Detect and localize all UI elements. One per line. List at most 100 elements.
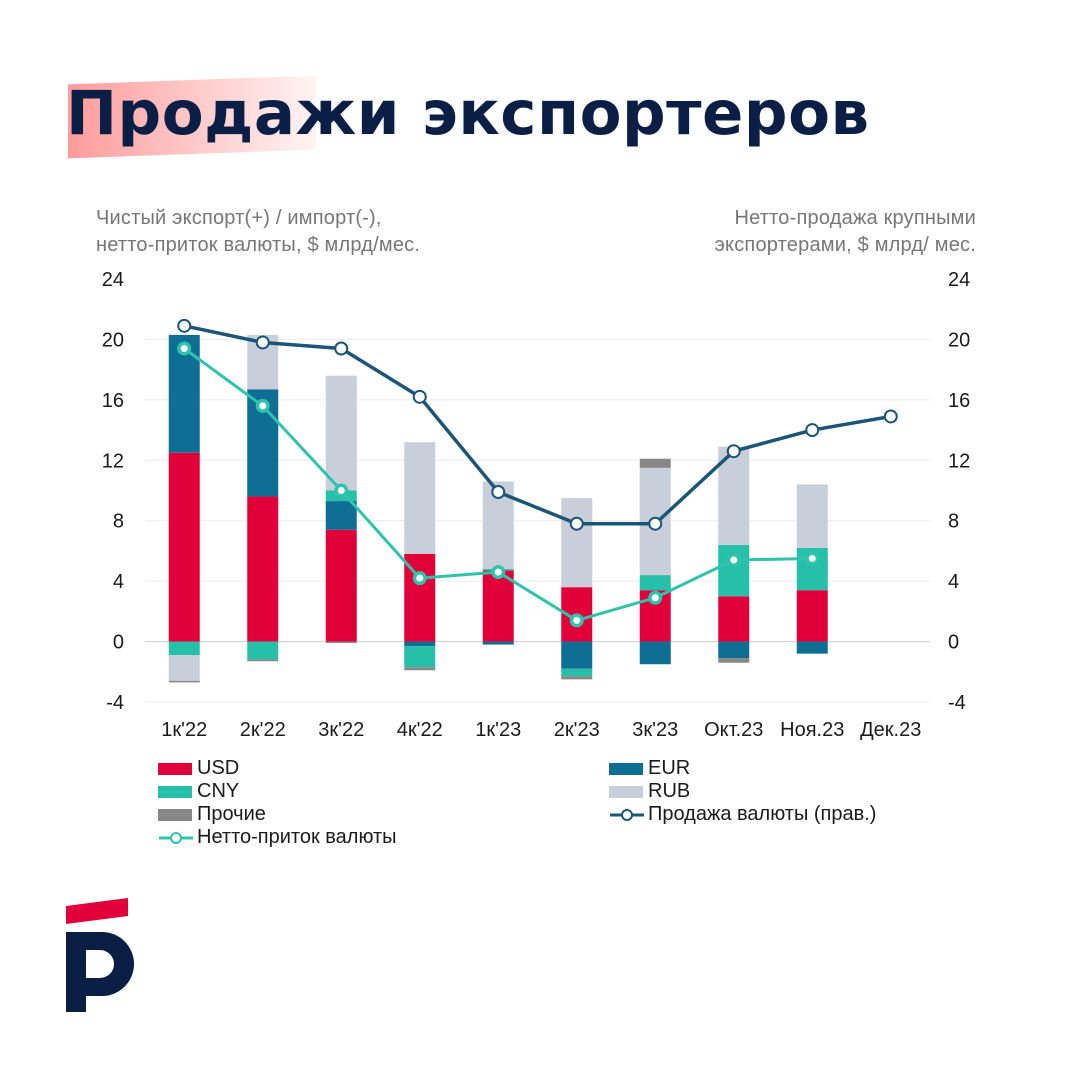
legend-item: Прочие	[158, 803, 397, 826]
point-net-inflow-center	[808, 554, 816, 562]
logo-red-bar	[66, 898, 128, 924]
legend-label: RUB	[648, 780, 691, 802]
legend-column-left: USD CNY Прочие Нетто-приток валюты	[158, 757, 397, 849]
bar-eur	[718, 641, 750, 659]
x-tick-label: Ноя.23	[780, 719, 844, 741]
bar-usd	[796, 590, 828, 642]
bar-cny	[404, 646, 436, 668]
x-tick-label: 3к'23	[632, 719, 678, 741]
point-net-inflow-center	[651, 594, 659, 602]
y2-tick-label: 4	[948, 571, 959, 593]
x-tick-label: 1к'23	[475, 719, 521, 741]
legend-label: Нетто-приток валюты	[197, 826, 397, 848]
bar-eur	[639, 641, 671, 665]
legend-label: USD	[197, 757, 240, 779]
left-axis-note: Чистый экспорт(+) / импорт(-), нетто-при…	[96, 205, 420, 259]
page-title: Продажи экспортеров	[66, 78, 870, 149]
bar-cny	[168, 641, 200, 656]
y2-tick-label: 0	[948, 632, 959, 654]
right-axis-note-line: экспортерами, $ млрд/ мес.	[714, 234, 976, 256]
legend-item: EUR	[609, 757, 876, 780]
bar-eur	[325, 501, 357, 530]
bar-usd	[325, 529, 357, 642]
title-block: Продажи экспортеров	[66, 72, 966, 162]
point-currency-sales	[726, 444, 741, 459]
y-tick-label: 20	[102, 329, 124, 351]
left-axis-note-line: нетто-приток валюты, $ млрд/мес.	[96, 234, 421, 256]
point-currency-sales	[177, 318, 192, 333]
bar-usd	[168, 452, 200, 642]
legend-label: Прочие	[197, 803, 266, 825]
bar-прочие	[247, 659, 279, 662]
y-tick-label: 24	[102, 269, 124, 291]
y-tick-label: 12	[102, 450, 124, 472]
legend-item: Нетто-приток валюты	[158, 826, 397, 849]
point-net-inflow-center	[730, 556, 738, 564]
point-currency-sales	[648, 516, 663, 531]
bar-usd	[247, 496, 279, 642]
y2-tick-label: 20	[948, 329, 970, 351]
y2-tick-label: 24	[948, 269, 970, 291]
legend-item: CNY	[158, 780, 397, 803]
bar-прочие	[718, 658, 750, 663]
x-tick-label: Окт.23	[704, 719, 763, 741]
line-currency-sales	[183, 324, 892, 526]
currency-chart: 24 20 16 12 8 4 0 -4 24 20 16 12 8 4 0 -4 1к'22 2к'22 3к'2…	[102, 269, 971, 741]
bar-cny	[718, 544, 750, 597]
legend-column-right: EUR RUB Продажа валюты (прав.)	[609, 757, 876, 826]
y-tick-label: -4	[106, 692, 124, 714]
point-currency-sales	[883, 409, 898, 424]
bar-cny	[247, 641, 279, 660]
bar-cny	[639, 575, 671, 591]
bar-прочие	[325, 641, 357, 644]
bar-eur	[404, 641, 436, 647]
point-net-inflow-center	[259, 402, 267, 410]
point-net-inflow-center	[416, 574, 424, 582]
legend-label: EUR	[648, 757, 691, 779]
bar-прочие	[639, 458, 671, 468]
bar-rub	[404, 442, 436, 554]
y2-tick-label: 12	[948, 450, 970, 472]
bar-прочие	[168, 680, 200, 683]
x-tick-label: 1к'22	[161, 719, 207, 741]
legend-line-marker	[610, 808, 644, 821]
y2-tick-label: -4	[948, 692, 966, 714]
bar-прочие	[404, 667, 436, 671]
legend-item: RUB	[609, 780, 876, 803]
bar-eur	[561, 641, 593, 669]
right-axis-note: Нетто-продажа крупными экспортерами, $ м…	[715, 205, 976, 259]
bar-rub	[561, 498, 593, 588]
legend-swatch	[158, 762, 192, 775]
legend-swatch	[158, 808, 192, 821]
left-axis-note-line: Чистый экспорт(+) / импорт(-),	[96, 207, 382, 229]
bar-usd	[718, 596, 750, 642]
y2-tick-label: 16	[948, 390, 970, 412]
point-net-inflow-center	[337, 487, 345, 494]
point-currency-sales	[412, 389, 427, 404]
point-net-inflow-center	[573, 616, 581, 624]
y-tick-label: 0	[113, 632, 124, 654]
y2-tick-label: 8	[948, 511, 959, 533]
x-tick-label: 2к'22	[240, 719, 286, 741]
y-tick-label: 16	[102, 390, 124, 412]
legend-item: Продажа валюты (прав.)	[609, 803, 876, 826]
bar-eur	[796, 641, 828, 654]
legend-swatch	[609, 762, 643, 775]
p-logo-icon	[64, 896, 134, 1016]
x-tick-label: Дек.23	[860, 719, 921, 741]
legend-swatch	[158, 785, 192, 798]
logo-p-shape	[66, 932, 134, 1012]
legend-label: CNY	[197, 780, 240, 802]
bar-rub	[325, 375, 357, 491]
legend-label: Продажа валюты (прав.)	[648, 803, 877, 825]
point-net-inflow-center	[494, 568, 502, 576]
right-axis-note-line: Нетто-продажа крупными	[734, 207, 976, 229]
legend-swatch	[609, 785, 643, 798]
point-currency-sales	[805, 423, 820, 438]
point-net-inflow-center	[180, 344, 188, 352]
point-currency-sales	[334, 341, 349, 356]
legend-item: USD	[158, 757, 397, 780]
y-tick-label: 4	[113, 571, 124, 593]
y-tick-label: 8	[113, 511, 124, 533]
x-tick-label: 3к'22	[318, 719, 364, 741]
